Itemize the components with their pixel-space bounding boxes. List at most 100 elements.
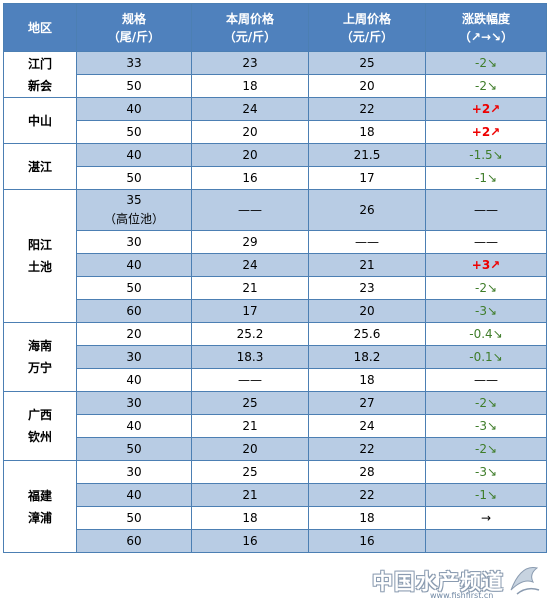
spec-label: 40 — [126, 101, 142, 116]
this-week-price: 25 — [191, 391, 309, 415]
change-cell: +3↗ — [425, 253, 547, 277]
spec-cell: 40 — [76, 483, 192, 507]
table-row: 50 21 23 -2↘ — [4, 276, 547, 300]
region-label: 广西 — [27, 408, 52, 422]
change-cell: -3↘ — [425, 299, 547, 323]
region-label: 土池 — [27, 260, 52, 274]
spec-cell: 50 — [76, 437, 192, 461]
spec-label: 35 — [126, 193, 142, 207]
this-week-price: 20 — [191, 120, 309, 144]
table-row: 30 18.3 18.2 -0.1↘ — [4, 345, 547, 369]
spec-cell: 30 — [76, 460, 192, 484]
this-week-price: 21 — [191, 414, 309, 438]
table-row: 50 18 20 -2↘ — [4, 74, 547, 98]
region-label: 海南 — [27, 339, 52, 353]
last-week-price-value: 22 — [359, 101, 375, 116]
table-row: 60 17 20 -3↘ — [4, 299, 547, 323]
table-body: 江门 新会 33 23 25 -2↘ 50 18 20 -2↘ 中山 40 24 22 +2↗ 50 20 18 +… — [3, 51, 547, 553]
change-cell-value: +2↗ — [471, 124, 501, 139]
header-spec: 规格 （尾/斤） — [76, 3, 192, 52]
change-cell: -2↘ — [425, 391, 547, 415]
this-week-price-value: 21 — [242, 418, 258, 433]
table-row: 40 21 24 -3↘ — [4, 414, 547, 438]
last-week-price-value: 25.6 — [353, 326, 381, 341]
last-week-price: 20 — [308, 299, 426, 323]
change-cell: —— — [425, 189, 547, 231]
last-week-price-value: 20 — [359, 303, 375, 318]
header-region: 地区 — [3, 3, 77, 52]
change-cell-value: —— — [474, 202, 498, 217]
this-week-price: 18 — [191, 74, 309, 98]
this-week-price: 21 — [191, 276, 309, 300]
spec-label: 40 — [126, 487, 142, 502]
change-cell: -1↘ — [425, 166, 547, 190]
this-week-price-value: 18 — [242, 78, 258, 93]
change-cell-value: -3↘ — [474, 464, 498, 479]
last-week-price: 26 — [308, 189, 426, 231]
change-cell-value: -1↘ — [474, 170, 498, 185]
change-cell: → — [425, 506, 547, 530]
spec-label: 30 — [126, 464, 142, 479]
spec-cell: 30 — [76, 391, 192, 415]
last-week-price-value: 18 — [359, 124, 375, 139]
this-week-price: 20 — [191, 437, 309, 461]
change-cell-value: -2↘ — [474, 395, 498, 410]
change-cell-value: -3↘ — [474, 303, 498, 318]
change-cell: -2↘ — [425, 437, 547, 461]
this-week-price-value: 18 — [242, 510, 258, 525]
last-week-price: 22 — [308, 97, 426, 121]
last-week-price-value: 20 — [359, 78, 375, 93]
last-week-price: 22 — [308, 483, 426, 507]
last-week-price-value: 28 — [359, 464, 375, 479]
last-week-price: 18 — [308, 368, 426, 392]
region-label: 江门 — [27, 56, 52, 71]
this-week-price-value: 21 — [242, 280, 258, 295]
this-week-price-value: 23 — [242, 55, 258, 70]
watermark-url: www.fishfirst.cn — [430, 591, 494, 600]
change-cell-value: -2↘ — [474, 280, 498, 295]
spec-label: 50 — [126, 280, 142, 295]
change-cell: -0.1↘ — [425, 345, 547, 369]
table-row: 50 20 22 -2↘ — [4, 437, 547, 461]
spec-label: 40 — [126, 257, 142, 272]
spec-label: （高位池） — [103, 212, 164, 226]
last-week-price-value: 23 — [359, 280, 375, 295]
spec-label: 40 — [126, 147, 142, 162]
table-row: 30 29 —— —— — [4, 230, 547, 254]
change-cell-value: -3↘ — [474, 418, 498, 433]
spec-cell: 50 — [76, 120, 192, 144]
last-week-price: 16 — [308, 529, 426, 553]
last-week-price-value: 26 — [359, 202, 375, 217]
table-row: 广西 钦州 30 25 27 -2↘ — [3, 391, 547, 461]
this-week-price-value: 25 — [242, 395, 258, 410]
last-week-price: 18.2 — [308, 345, 426, 369]
change-cell: +2↗ — [425, 97, 547, 121]
change-cell — [425, 529, 547, 553]
this-week-price: 25.2 — [191, 322, 309, 346]
change-cell: -0.4↘ — [425, 322, 547, 346]
this-week-price-value: 16 — [242, 170, 258, 185]
change-cell-value: —— — [474, 234, 498, 249]
change-cell: —— — [425, 230, 547, 254]
last-week-price: 23 — [308, 276, 426, 300]
table-row: 阳江 土池 35 （高位池） —— 26 —— — [3, 189, 547, 323]
change-cell: -1.5↘ — [425, 143, 547, 167]
this-week-price: 16 — [191, 529, 309, 553]
change-cell-value: +2↗ — [471, 101, 501, 116]
last-week-price: 21.5 — [308, 143, 426, 167]
spec-label: 60 — [126, 303, 142, 318]
table-row: 40 —— 18 —— — [4, 368, 547, 392]
spec-label: 50 — [126, 441, 142, 456]
last-week-price-value: 17 — [359, 170, 375, 185]
table-row: 湛江 40 20 21.5 -1.5↘ — [3, 143, 547, 190]
this-week-price-value: 17 — [242, 303, 258, 318]
spec-label: 50 — [126, 124, 142, 139]
this-week-price: 25 — [191, 460, 309, 484]
this-week-price: 24 — [191, 253, 309, 277]
last-week-price: 25 — [308, 51, 426, 75]
spec-label: 50 — [126, 170, 142, 185]
last-week-price: 24 — [308, 414, 426, 438]
this-week-price: 18.3 — [191, 345, 309, 369]
last-week-price-value: 22 — [359, 487, 375, 502]
this-week-price-value: 24 — [242, 257, 258, 272]
